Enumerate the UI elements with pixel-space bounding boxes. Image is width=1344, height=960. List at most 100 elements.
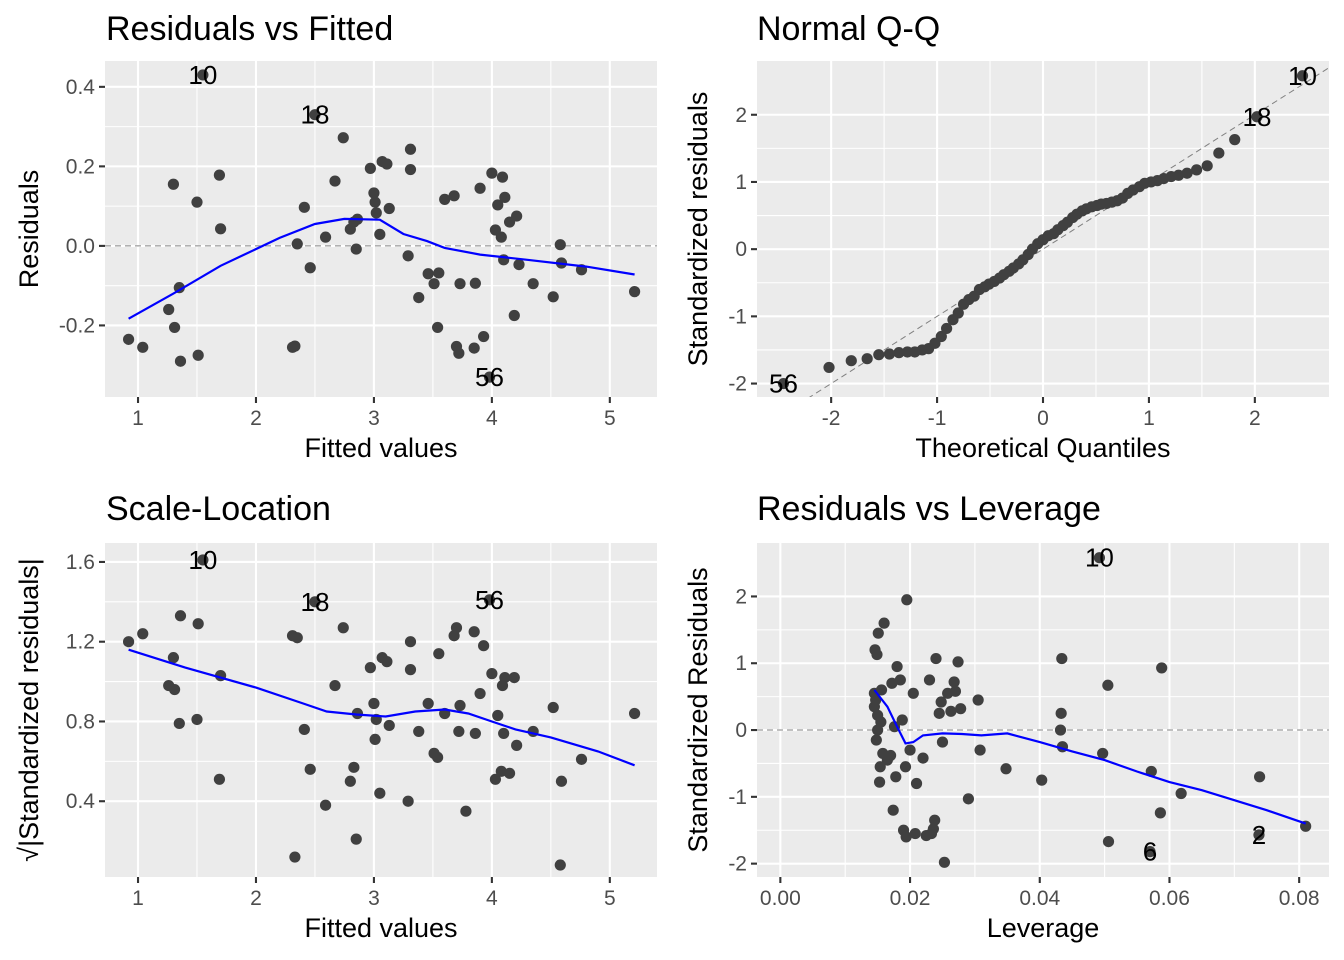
point-label: 10 bbox=[188, 545, 217, 575]
data-point bbox=[628, 286, 641, 298]
data-point bbox=[486, 167, 498, 179]
y-tick-label: -1 bbox=[728, 305, 747, 328]
data-point bbox=[945, 705, 957, 717]
x-axis-ticks: 1 2 3 4 5 bbox=[132, 877, 616, 910]
point-label: 2 bbox=[1252, 820, 1266, 850]
data-point bbox=[404, 163, 417, 176]
data-point bbox=[404, 636, 417, 648]
data-point bbox=[972, 694, 984, 706]
data-point bbox=[823, 361, 835, 374]
x-tick-label: 5 bbox=[604, 407, 616, 430]
x-tick-label: 0.08 bbox=[1279, 887, 1320, 910]
data-point bbox=[319, 231, 332, 243]
data-point bbox=[492, 709, 504, 722]
y-tick-label: 1.6 bbox=[66, 551, 95, 574]
data-point bbox=[962, 793, 975, 805]
data-point bbox=[875, 716, 887, 728]
plot-area bbox=[757, 543, 1329, 877]
data-point bbox=[952, 656, 964, 668]
data-point bbox=[933, 707, 945, 719]
data-point bbox=[478, 640, 490, 652]
y-tick-label: 0.8 bbox=[66, 710, 95, 733]
y-tick-label: 2 bbox=[735, 104, 747, 127]
data-point bbox=[298, 723, 310, 736]
data-point bbox=[402, 795, 414, 807]
x-axis-title: Theoretical Quantiles bbox=[915, 433, 1170, 463]
data-point bbox=[872, 627, 884, 639]
data-point bbox=[1055, 707, 1067, 719]
data-point bbox=[547, 291, 559, 303]
data-point bbox=[329, 175, 341, 187]
y-tick-label: 0.0 bbox=[66, 235, 95, 258]
x-axis-ticks: 0.00 0.02 0.04 0.06 0.08 bbox=[760, 877, 1320, 910]
data-point bbox=[381, 158, 393, 170]
y-tick-label: -2 bbox=[728, 373, 747, 396]
data-point bbox=[381, 656, 393, 668]
x-tick-label: 3 bbox=[368, 887, 380, 910]
smooth-line bbox=[873, 689, 1307, 825]
data-point bbox=[137, 341, 149, 353]
data-point bbox=[404, 143, 417, 155]
data-point bbox=[875, 684, 888, 696]
y-tick-label: -1 bbox=[728, 786, 747, 809]
data-point bbox=[871, 648, 883, 661]
data-point bbox=[845, 355, 857, 367]
data-point bbox=[1253, 829, 1265, 841]
data-point bbox=[974, 744, 986, 756]
x-tick-label: 0 bbox=[1037, 407, 1049, 430]
data-point bbox=[468, 626, 480, 638]
data-point bbox=[899, 761, 912, 773]
data-point bbox=[955, 703, 967, 715]
data-point bbox=[883, 348, 896, 360]
data-point bbox=[492, 199, 504, 211]
data-point bbox=[163, 303, 175, 316]
data-point bbox=[413, 725, 425, 738]
data-point bbox=[901, 594, 913, 606]
data-point bbox=[122, 333, 135, 345]
data-point bbox=[628, 707, 641, 720]
data-point bbox=[952, 307, 964, 319]
data-point bbox=[884, 749, 897, 762]
data-point bbox=[874, 761, 886, 773]
y-axis-title: Standardized residuals bbox=[683, 92, 713, 367]
data-points bbox=[777, 70, 1309, 390]
data-point bbox=[374, 787, 386, 799]
panel-title: Residuals vs Fitted bbox=[106, 10, 393, 48]
y-axis-title: Residuals bbox=[14, 170, 44, 289]
x-axis-title: Fitted values bbox=[304, 913, 457, 943]
data-point bbox=[474, 687, 486, 700]
data-point bbox=[191, 713, 203, 726]
data-point bbox=[499, 191, 511, 203]
data-point bbox=[368, 187, 380, 199]
data-point bbox=[122, 636, 135, 648]
data-point bbox=[513, 258, 525, 271]
point-label: 56 bbox=[769, 369, 798, 399]
point-labels: 10 6 2 bbox=[1085, 543, 1266, 867]
data-point bbox=[483, 371, 496, 383]
data-point bbox=[1175, 787, 1187, 800]
data-point bbox=[448, 190, 460, 202]
data-point bbox=[917, 752, 929, 764]
data-point bbox=[369, 196, 381, 208]
data-point bbox=[941, 322, 953, 335]
data-point bbox=[454, 278, 466, 290]
data-point bbox=[873, 776, 886, 788]
data-point bbox=[433, 267, 445, 279]
data-point bbox=[304, 262, 316, 274]
data-point bbox=[498, 727, 510, 740]
data-point bbox=[1229, 134, 1241, 146]
data-point bbox=[383, 719, 395, 732]
y-axis-ticks: -2 -1 0 1 2 bbox=[728, 104, 757, 396]
panel-title: Normal Q-Q bbox=[757, 10, 940, 48]
data-point bbox=[1254, 771, 1266, 783]
data-point bbox=[374, 228, 386, 240]
plot-area bbox=[105, 543, 657, 877]
y-tick-label: -0.2 bbox=[59, 314, 95, 337]
data-point bbox=[309, 596, 321, 608]
y-tick-label: 0.2 bbox=[66, 155, 95, 178]
data-point bbox=[174, 355, 187, 367]
point-label: 10 bbox=[1288, 61, 1317, 91]
x-tick-label: 1 bbox=[132, 407, 144, 430]
data-point bbox=[348, 761, 360, 773]
